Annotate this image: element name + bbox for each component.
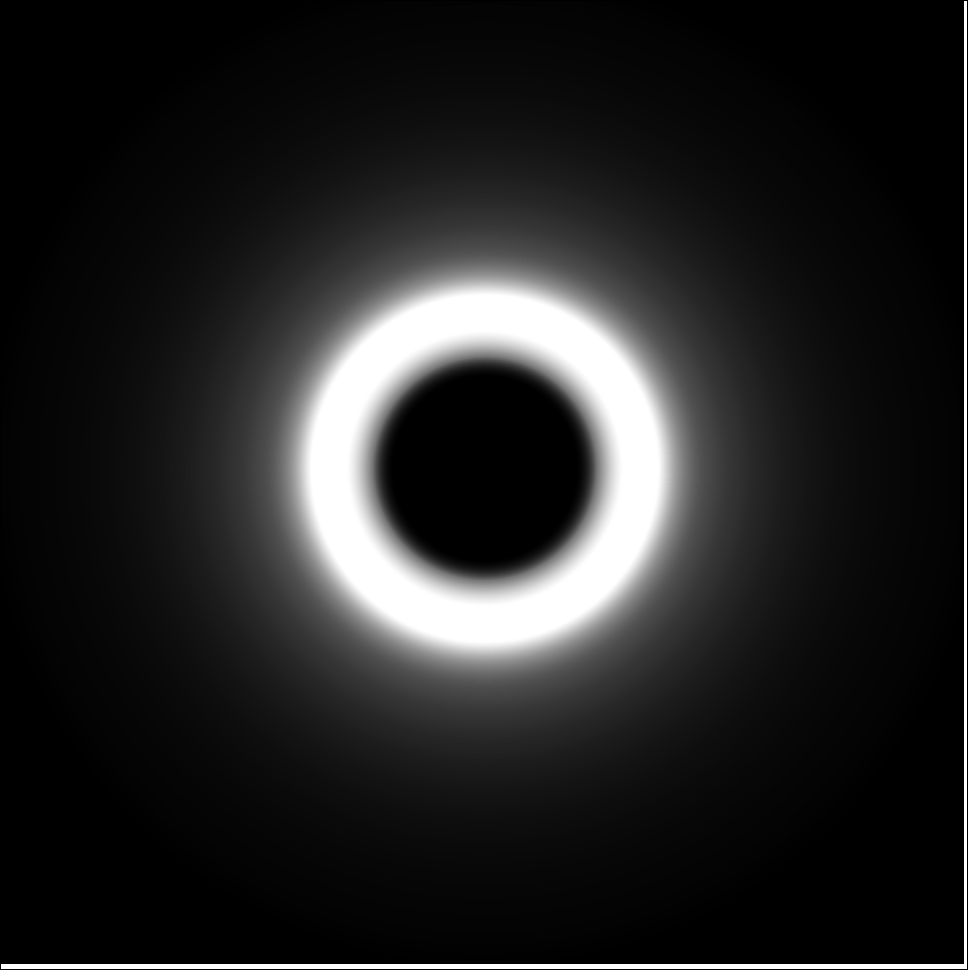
diffraction-pattern-canvas [1, 1, 964, 964]
figure-frame [0, 0, 968, 970]
